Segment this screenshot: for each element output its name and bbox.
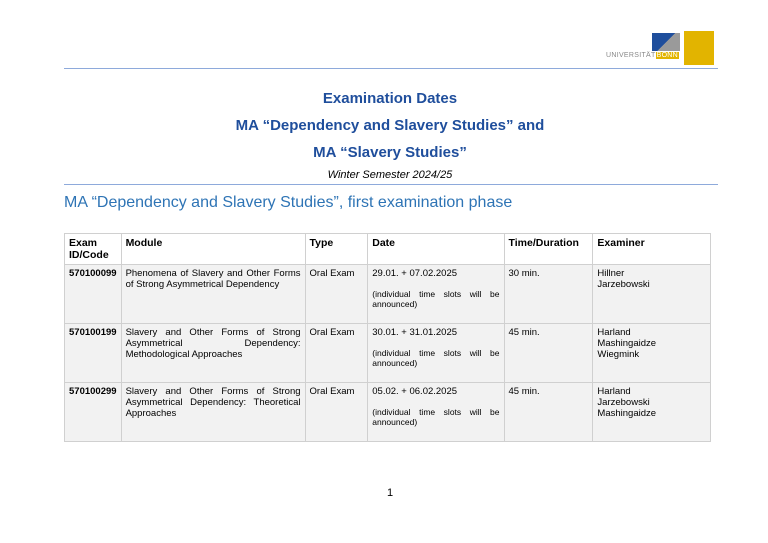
type: Oral Exam (304, 323, 369, 383)
title-line-1: Examination Dates (322, 90, 458, 107)
logo-seal (684, 31, 714, 65)
title-line-3: MA “Slavery Studies” (313, 144, 467, 161)
logo-emblem (652, 33, 680, 51)
examiner: Harland Jarzebowski Mashingaidze (592, 382, 711, 442)
date-cell: 05.02. + 06.02.2025 (individual time slot… (367, 382, 505, 442)
logo-text-right: BONN (655, 52, 680, 59)
date: 30.01. + 31.01.2025 (372, 327, 458, 338)
exam-table: Exam ID/Code Module Type Date Time/Durat… (64, 233, 711, 442)
examiner: Harland Mashingaidze Wiegmink (592, 323, 711, 383)
date-cell: 29.01. + 07.02.2025 (individual time slot… (367, 264, 505, 324)
table-header-row: Exam ID/Code Module Type Date Time/Durat… (64, 233, 711, 265)
type: Oral Exam (304, 382, 369, 442)
exam-id: 570100299 (64, 382, 122, 442)
table-row: 570100199 Slavery and Other Forms of Str… (64, 323, 711, 383)
table-row: 570100299 Slavery and Other Forms of Str… (64, 382, 711, 442)
table-row: 570100099 Phenomena of Slavery and Other… (64, 264, 711, 324)
examiner: Hillner Jarzebowski (592, 264, 711, 324)
module: Slavery and Other Forms of Strong Asymme… (120, 382, 306, 442)
page-number: 1 (386, 487, 394, 499)
duration: 30 min. (503, 264, 594, 324)
date-note: (individual time slots will be announced… (372, 348, 500, 368)
date-note: (individual time slots will be announced… (372, 289, 500, 309)
header-id: Exam ID/Code (64, 233, 122, 265)
module: Slavery and Other Forms of Strong Asymme… (120, 323, 306, 383)
duration: 45 min. (503, 323, 594, 383)
exam-id: 570100099 (64, 264, 122, 324)
header-type: Type (304, 233, 369, 265)
header-duration: Time/Duration (503, 233, 594, 265)
semester: Winter Semester 2024/25 (327, 169, 453, 181)
type: Oral Exam (304, 264, 369, 324)
date: 05.02. + 06.02.2025 (372, 386, 458, 397)
header-module: Module (120, 233, 306, 265)
logo-text: UNIVERSITÄTBONN (606, 52, 680, 59)
university-bonn-logo: UNIVERSITÄTBONN (606, 31, 718, 65)
logo-text-left: UNIVERSITÄT (606, 52, 656, 59)
title-rule (64, 184, 718, 185)
header-rule (64, 68, 718, 69)
duration: 45 min. (503, 382, 594, 442)
title-line-2: MA “Dependency and Slavery Studies” and (235, 117, 545, 134)
date-note: (individual time slots will be announced… (372, 407, 500, 427)
date-cell: 30.01. + 31.01.2025 (individual time slot… (367, 323, 505, 383)
header-date: Date (367, 233, 505, 265)
date: 29.01. + 07.02.2025 (372, 268, 458, 279)
exam-id: 570100199 (64, 323, 122, 383)
module: Phenomena of Slavery and Other Forms of … (120, 264, 306, 324)
header-examiner: Examiner (592, 233, 711, 265)
section-heading: MA “Dependency and Slavery Studies”, fir… (64, 194, 513, 211)
